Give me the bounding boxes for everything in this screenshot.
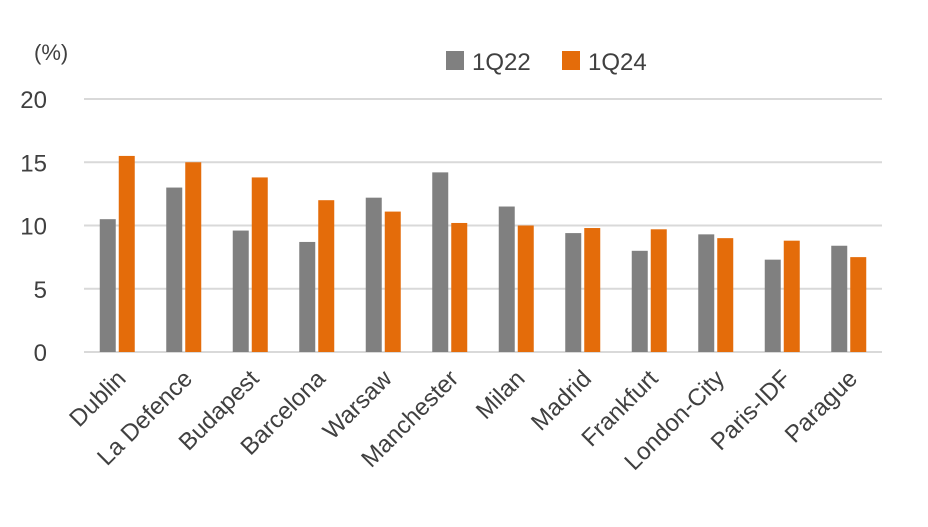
y-tick-label: 10 xyxy=(20,214,47,241)
bars xyxy=(99,155,867,352)
bar-1q24-london-city xyxy=(717,238,734,352)
bar-1q24-manchester xyxy=(451,222,468,352)
x-category-label: Parague xyxy=(780,365,863,448)
bar-1q24-warsaw xyxy=(384,211,401,352)
bar-1q22-barcelona xyxy=(299,241,316,352)
bar-1q22-budapest xyxy=(232,230,249,352)
bar-1q24-madrid xyxy=(584,228,601,352)
legend-swatch-1q24 xyxy=(562,51,580,70)
bar-1q22-milan xyxy=(498,206,515,352)
bar-1q24-milan xyxy=(517,225,534,352)
bar-1q22-la-defence xyxy=(166,187,183,352)
legend-label-1q24: 1Q24 xyxy=(588,49,647,76)
y-tick-label: 0 xyxy=(34,340,47,367)
bar-1q22-madrid xyxy=(565,233,582,352)
bar-1q24-paris-idf xyxy=(783,240,800,352)
y-tick-label: 5 xyxy=(34,277,47,304)
bar-1q22-manchester xyxy=(432,172,449,352)
y-axis-ticks: 0 5 10 15 20 xyxy=(20,87,47,367)
bar-1q24-frankfurt xyxy=(650,229,667,352)
bar-1q22-dublin xyxy=(99,219,116,352)
bar-1q22-paris-idf xyxy=(764,259,781,352)
bar-1q24-dublin xyxy=(118,155,135,352)
bar-1q24-la-defence xyxy=(185,162,202,352)
bar-1q22-warsaw xyxy=(365,197,382,352)
y-tick-label: 15 xyxy=(20,150,47,177)
bar-1q24-budapest xyxy=(251,177,268,352)
bar-1q24-parague xyxy=(850,257,867,352)
y-tick-label: 20 xyxy=(20,87,47,114)
bar-1q24-barcelona xyxy=(318,200,335,352)
legend-label-1q22: 1Q22 xyxy=(472,49,531,76)
legend: 1Q22 1Q24 xyxy=(446,49,647,76)
gridlines xyxy=(84,98,882,353)
legend-swatch-1q22 xyxy=(446,51,464,70)
y-axis-unit-label: (%) xyxy=(34,40,68,65)
bar-1q22-london-city xyxy=(698,234,715,352)
x-category-label: Milan xyxy=(471,365,531,425)
bar-1q22-parague xyxy=(831,245,848,352)
bar-1q22-frankfurt xyxy=(631,250,648,352)
